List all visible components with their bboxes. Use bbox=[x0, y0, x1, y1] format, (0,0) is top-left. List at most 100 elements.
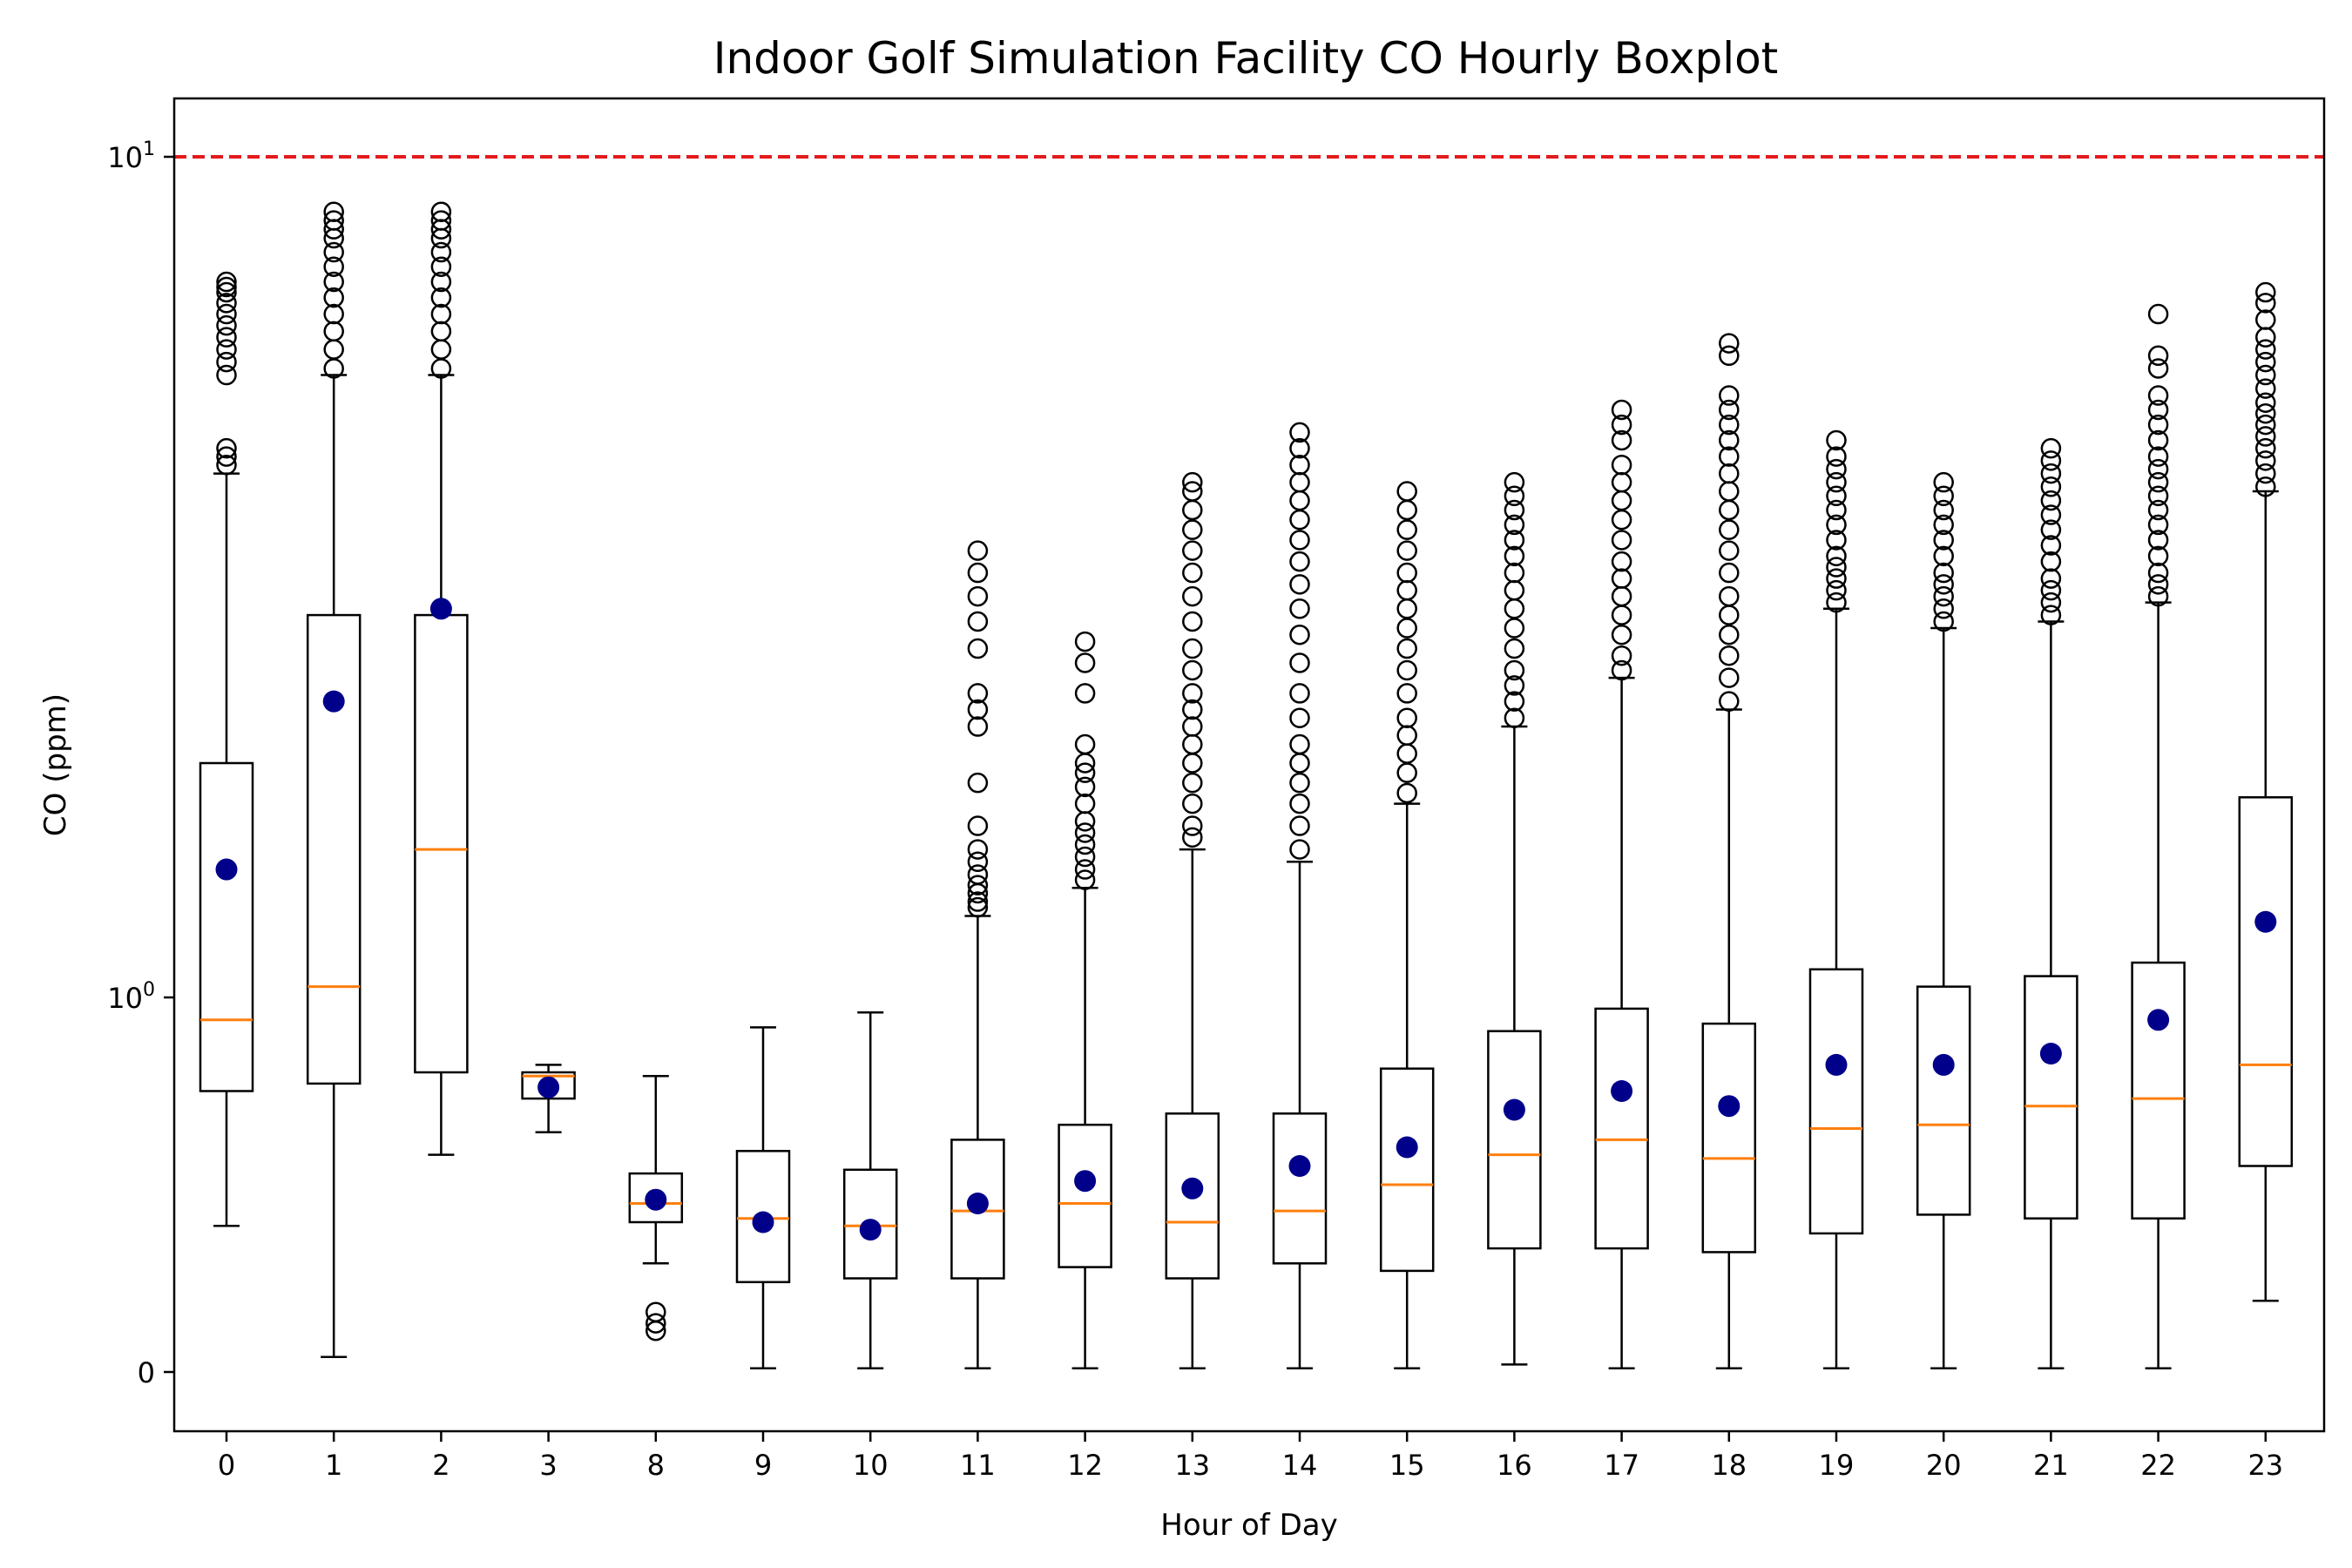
outlier-point bbox=[1504, 530, 1525, 551]
outlier-point bbox=[1933, 499, 1954, 521]
outlier-point bbox=[967, 540, 989, 561]
outlier-point bbox=[1826, 530, 1847, 551]
outlier-point bbox=[1182, 585, 1203, 607]
box-group-hour-9 bbox=[735, 1026, 791, 1369]
outlier-point bbox=[1826, 499, 1847, 521]
x-tick-label: 9 bbox=[754, 1449, 772, 1482]
box-group-hour-10 bbox=[842, 1010, 898, 1369]
x-tick-label: 10 bbox=[853, 1449, 889, 1482]
outlier-point bbox=[1719, 385, 1740, 406]
outlier-point bbox=[1933, 530, 1954, 551]
outlier-point bbox=[2255, 476, 2276, 497]
box-group-hour-18 bbox=[1701, 333, 1757, 1369]
outlier-point bbox=[1074, 631, 1096, 652]
outlier-point bbox=[2255, 463, 2276, 484]
outlier-point bbox=[1074, 859, 1096, 880]
outlier-point bbox=[1182, 471, 1203, 493]
outlier-point bbox=[1611, 429, 1632, 451]
outlier-point bbox=[1933, 514, 1954, 536]
outlier-point bbox=[1504, 514, 1525, 536]
mean-marker bbox=[322, 690, 345, 713]
plot-area bbox=[174, 155, 2324, 1369]
x-tick-label: 20 bbox=[1926, 1449, 1962, 1482]
outlier-point bbox=[1504, 638, 1525, 659]
outlier-point bbox=[2255, 414, 2276, 436]
box-group-hour-21 bbox=[2024, 437, 2078, 1369]
outlier-point bbox=[2147, 485, 2169, 507]
x-tick-label: 16 bbox=[1497, 1449, 1532, 1482]
iqr-box bbox=[1916, 985, 1971, 1216]
iqr-box bbox=[1272, 1112, 1328, 1265]
mean-marker bbox=[2254, 910, 2277, 933]
outlier-point bbox=[2255, 309, 2276, 330]
outlier-point bbox=[323, 271, 344, 293]
outlier-point bbox=[2147, 574, 2169, 595]
box-group-hour-11 bbox=[950, 540, 1005, 1369]
outlier-point bbox=[1074, 869, 1096, 890]
outlier-point bbox=[1826, 579, 1847, 601]
outlier-point bbox=[2255, 437, 2276, 459]
outlier-point bbox=[1719, 414, 1740, 436]
outlier-point bbox=[1719, 691, 1740, 712]
outlier-point bbox=[1396, 707, 1417, 728]
outlier-point bbox=[323, 256, 344, 277]
outlier-point bbox=[1611, 659, 1632, 681]
iqr-box bbox=[2024, 975, 2078, 1220]
outlier-point bbox=[1611, 568, 1632, 589]
outlier-point bbox=[1504, 675, 1525, 696]
outlier-point bbox=[216, 293, 237, 314]
outlier-point bbox=[2147, 414, 2169, 436]
outlier-point bbox=[1074, 683, 1096, 704]
outlier-point bbox=[1611, 454, 1632, 476]
outlier-point bbox=[1504, 659, 1525, 681]
outlier-point bbox=[430, 271, 452, 293]
outlier-point bbox=[1826, 446, 1847, 467]
mean-marker bbox=[1288, 1155, 1311, 1177]
x-tick-label: 18 bbox=[1711, 1449, 1747, 1482]
outlier-point bbox=[1289, 437, 1310, 459]
outlier-point bbox=[2147, 545, 2169, 567]
y-tick-label: 100 bbox=[107, 979, 155, 1015]
outlier-point bbox=[1504, 691, 1525, 712]
outlier-point bbox=[1719, 585, 1740, 607]
outlier-point bbox=[1719, 645, 1740, 666]
outlier-point bbox=[1182, 611, 1203, 632]
box-group-hour-17 bbox=[1594, 399, 1649, 1369]
outlier-point bbox=[1074, 822, 1096, 843]
mean-marker bbox=[645, 1188, 667, 1211]
outlier-point bbox=[216, 327, 237, 348]
outlier-point bbox=[216, 303, 237, 325]
outlier-point bbox=[1826, 545, 1847, 567]
outlier-point bbox=[430, 241, 452, 263]
outlier-point bbox=[1826, 458, 1847, 480]
outlier-point bbox=[1289, 530, 1310, 551]
outlier-point bbox=[1289, 454, 1310, 476]
outlier-point bbox=[2040, 591, 2062, 613]
mean-marker bbox=[1181, 1177, 1204, 1200]
outlier-point bbox=[1611, 414, 1632, 436]
outlier-point bbox=[323, 210, 344, 231]
outlier-point bbox=[2040, 504, 2062, 525]
iqr-box bbox=[2238, 796, 2294, 1167]
outlier-point bbox=[2040, 490, 2062, 511]
outlier-point bbox=[1182, 540, 1203, 561]
outlier-point bbox=[216, 454, 237, 476]
outlier-point bbox=[216, 281, 237, 303]
outlier-point bbox=[1074, 793, 1096, 814]
mean-marker bbox=[2039, 1043, 2062, 1064]
outlier-point bbox=[1933, 574, 1954, 595]
outlier-point bbox=[2255, 293, 2276, 314]
outlier-point bbox=[2147, 514, 2169, 536]
outlier-point bbox=[1182, 716, 1203, 737]
outlier-point bbox=[1933, 471, 1954, 493]
iqr-box bbox=[1487, 1030, 1542, 1250]
mean-marker bbox=[2147, 1009, 2170, 1031]
outlier-point bbox=[1826, 557, 1847, 578]
outlier-point bbox=[645, 1301, 666, 1322]
x-tick-label: 19 bbox=[1819, 1449, 1855, 1482]
iqr-box bbox=[1594, 1007, 1649, 1250]
outlier-point bbox=[2040, 463, 2062, 484]
box-group-hour-12 bbox=[1058, 631, 1112, 1369]
outlier-point bbox=[1182, 815, 1203, 836]
